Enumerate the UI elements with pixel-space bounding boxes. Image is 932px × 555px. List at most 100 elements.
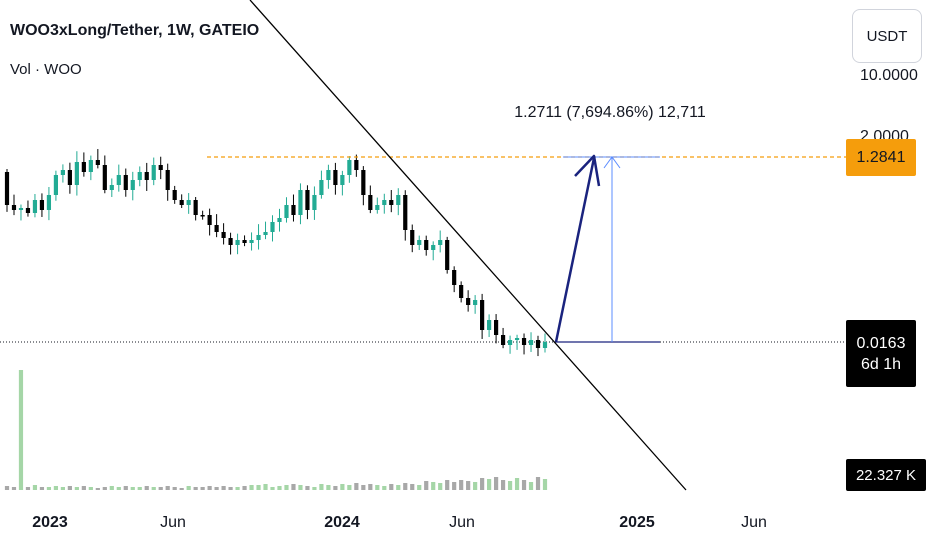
candle-down: [500, 335, 506, 345]
candle-up: [263, 232, 268, 235]
candle-up: [326, 170, 331, 180]
candle-up: [417, 240, 422, 245]
volume-bar: [102, 487, 107, 490]
measure-arrowhead: [603, 156, 621, 169]
volume-bar: [256, 485, 261, 490]
volume-bar: [151, 487, 156, 490]
level-price-badge: 1.2841: [846, 139, 916, 176]
candle-up: [137, 172, 142, 180]
x-label-jun-2023: Jun: [160, 514, 186, 531]
volume-bar: [514, 478, 520, 490]
volume-bar: [32, 485, 38, 490]
projection-arrow: [554, 157, 596, 343]
volume-bar: [507, 481, 513, 490]
candle-down: [459, 285, 464, 298]
volume-bar: [277, 486, 282, 490]
candle-down: [480, 300, 485, 330]
volume-bar: [431, 482, 436, 490]
volume-value-badge: 22.327 K: [846, 459, 926, 491]
volume-bar: [424, 481, 429, 490]
volume-bar: [487, 479, 492, 490]
volume-bar: [452, 482, 457, 490]
volume-bar: [410, 484, 415, 490]
volume-bar: [347, 485, 352, 490]
volume-bar: [375, 485, 380, 490]
candle-down: [207, 215, 212, 225]
candle-down: [368, 195, 373, 210]
volume-bar: [186, 486, 191, 490]
volume-bar: [207, 486, 212, 490]
volume-bar: [137, 487, 142, 490]
volume-bar: [459, 480, 464, 490]
candle-down: [389, 200, 394, 205]
candle-up: [319, 180, 324, 195]
candle-down: [165, 170, 170, 190]
candle-down: [493, 320, 499, 335]
volume-bar: [242, 486, 247, 490]
volume-bar: [312, 487, 317, 490]
volume-bar: [500, 480, 506, 490]
candle-up: [375, 205, 380, 210]
candle-up: [270, 222, 275, 232]
candle-down: [424, 240, 429, 250]
candle-down: [95, 160, 100, 165]
volume-bar: [493, 477, 499, 490]
candle-up: [74, 162, 79, 185]
volume-bar: [291, 484, 296, 490]
candle-up: [88, 160, 93, 172]
candle-up: [249, 240, 254, 243]
current-price-value: 0.0163: [856, 334, 906, 352]
bar-countdown: 6d 1h: [860, 355, 902, 373]
candle-up: [507, 340, 513, 345]
volume-bar: [109, 486, 114, 490]
candle-down: [172, 190, 177, 200]
volume-bar: [535, 477, 541, 490]
candle-down: [25, 208, 31, 213]
candle-up: [46, 195, 52, 210]
volume-bar: [326, 485, 331, 490]
candle-up: [382, 200, 387, 205]
volume-bar: [193, 487, 198, 490]
volume-indicator-label[interactable]: Vol · WOO: [10, 61, 82, 78]
candle-down: [102, 165, 107, 190]
volume-bar: [354, 483, 359, 490]
candle-up: [473, 300, 478, 305]
volume-bar: [445, 480, 450, 490]
volume-bar: [305, 486, 310, 490]
candle-down: [214, 225, 219, 232]
volume-bar: [46, 487, 52, 490]
volume-bar: [333, 486, 338, 490]
candle-up: [109, 185, 114, 190]
volume-bar: [60, 487, 65, 490]
candle-down: [144, 172, 149, 180]
volume-bar: [298, 485, 303, 490]
volume-bars: [4, 370, 548, 490]
volume-bar: [382, 486, 387, 490]
candle-down: [466, 298, 471, 305]
candle-down: [403, 195, 408, 230]
candle-up: [431, 245, 436, 250]
candle-up: [514, 338, 520, 340]
candle-up: [312, 195, 317, 210]
candle-down: [242, 240, 247, 243]
candle-up: [186, 200, 191, 205]
volume-bar: [473, 482, 478, 490]
volume-bar: [144, 486, 149, 490]
volume-bar: [270, 487, 275, 490]
candle-up: [528, 340, 534, 345]
volume-bar: [214, 487, 219, 490]
y-tick-10: 10.0000: [860, 67, 918, 84]
volume-bar: [466, 481, 471, 490]
candle-down: [291, 205, 296, 215]
volume-bar: [172, 487, 177, 490]
volume-bar: [368, 484, 373, 490]
volume-bar: [88, 487, 93, 490]
candle-down: [521, 338, 527, 345]
currency-unit-button[interactable]: USDT: [852, 9, 922, 63]
candle-down: [535, 340, 541, 348]
candle-down: [221, 232, 226, 238]
candle-down: [179, 200, 184, 205]
candle-down: [200, 215, 205, 217]
